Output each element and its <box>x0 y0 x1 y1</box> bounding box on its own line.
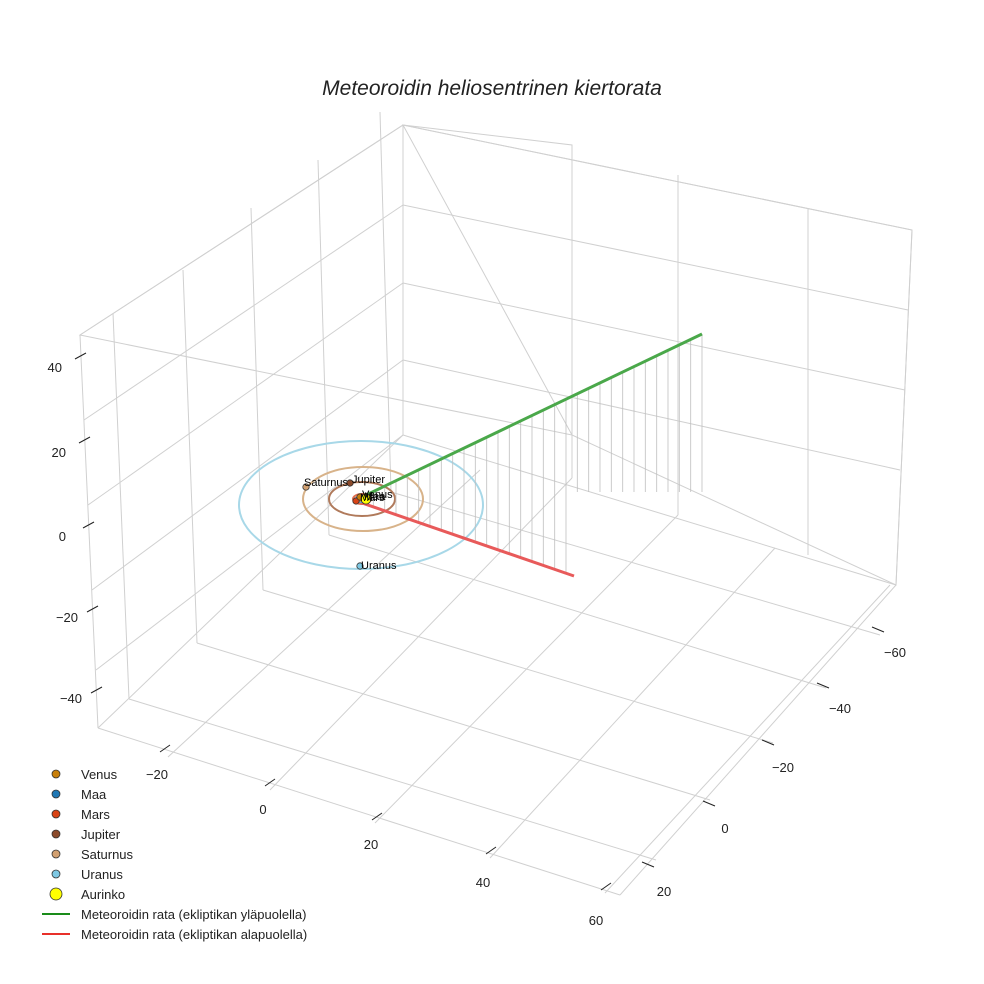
planet-labels: Saturnus Jupiter Venus Maa Mars Uranus <box>304 474 397 572</box>
legend-label-aurinko: Aurinko <box>81 887 125 902</box>
x-tick-label: 40 <box>476 875 490 890</box>
legend-marker-jupiter <box>51 829 61 839</box>
axis-ticks <box>74 352 885 891</box>
label-uranus: Uranus <box>361 560 397 572</box>
label-maa: Maa <box>364 491 386 503</box>
legend-marker-maa <box>51 789 61 799</box>
z-tick-label: −40 <box>60 691 82 706</box>
planet-jupiter <box>346 479 354 487</box>
y-tick-label: 20 <box>657 884 671 899</box>
label-mars: Mars <box>360 492 385 504</box>
legend-label-saturnus: Saturnus <box>81 847 134 862</box>
z-axis-tick-labels: 40 20 0 −20 −40 <box>48 360 82 706</box>
trajectory-above-ecliptic <box>361 332 703 499</box>
grid-walls <box>78 111 913 896</box>
x-tick-label: 20 <box>364 837 378 852</box>
y-tick-label: −20 <box>772 760 794 775</box>
legend-marker-venus <box>51 769 61 779</box>
legend-label-jupiter: Jupiter <box>81 827 121 842</box>
legend-label-below: Meteoroidin rata (ekliptikan alapuolella… <box>81 927 307 942</box>
legend-label-mars: Mars <box>81 807 110 822</box>
legend-label-maa: Maa <box>81 787 107 802</box>
legend-marker-mars <box>51 809 61 819</box>
z-tick-label: 0 <box>59 529 66 544</box>
legend-marker-aurinko <box>49 887 63 901</box>
label-jupiter: Jupiter <box>352 474 385 486</box>
label-venus: Venus <box>362 489 393 501</box>
y-axis-tick-labels: −60 −40 −20 0 20 <box>657 645 906 899</box>
y-tick-label: −40 <box>829 701 851 716</box>
y-tick-label: 0 <box>721 821 728 836</box>
chart-title: Meteoroidin heliosentrinen kiertorata <box>322 77 662 100</box>
planet-uranus <box>356 562 364 570</box>
legend-marker-saturnus <box>51 849 61 859</box>
legend-label-above: Meteoroidin rata (ekliptikan yläpuolella… <box>81 907 306 922</box>
legend-label-uranus: Uranus <box>81 867 123 882</box>
y-tick-label: −60 <box>884 645 906 660</box>
orbit-uranus <box>238 440 484 570</box>
orbit-jupiter <box>328 481 396 517</box>
legend: Venus Maa Mars Jupiter Saturnus Uranus A… <box>42 767 307 942</box>
z-tick-label: −20 <box>56 610 78 625</box>
orbits <box>238 440 484 570</box>
planet-saturnus <box>302 483 310 491</box>
trajectory-drop-lines <box>372 334 703 574</box>
legend-marker-uranus <box>51 869 61 879</box>
x-axis-tick-labels: −20 0 20 40 60 <box>146 767 603 928</box>
label-saturnus: Saturnus <box>304 477 349 489</box>
sun-marker <box>360 493 372 505</box>
z-tick-label: 20 <box>52 445 66 460</box>
trajectory-below-ecliptic <box>361 501 575 578</box>
x-tick-label: −20 <box>146 767 168 782</box>
x-tick-label: 60 <box>589 913 603 928</box>
x-tick-label: 0 <box>259 802 266 817</box>
z-tick-label: 40 <box>48 360 62 375</box>
planet-markers <box>302 479 372 570</box>
orbit-saturnus <box>302 466 424 532</box>
legend-label-venus: Venus <box>81 767 118 782</box>
